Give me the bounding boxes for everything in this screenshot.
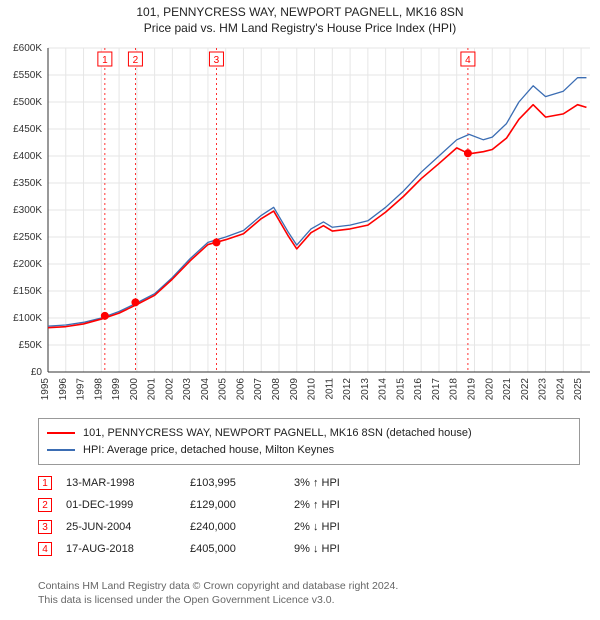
- svg-text:1999: 1999: [111, 378, 122, 401]
- event-price: £129,000: [190, 499, 280, 511]
- chart-title: 101, PENNYCRESS WAY, NEWPORT PAGNELL, MK…: [0, 4, 600, 36]
- svg-text:2012: 2012: [342, 378, 353, 401]
- event-price: £103,995: [190, 477, 280, 489]
- event-date: 01-DEC-1999: [66, 499, 176, 511]
- svg-text:2009: 2009: [289, 378, 300, 401]
- svg-text:2022: 2022: [520, 378, 531, 401]
- legend: 101, PENNYCRESS WAY, NEWPORT PAGNELL, MK…: [38, 418, 580, 465]
- event-diff: 3% ↑ HPI: [294, 477, 340, 489]
- svg-text:2007: 2007: [253, 378, 264, 401]
- svg-text:2000: 2000: [129, 378, 140, 401]
- svg-text:1998: 1998: [93, 378, 104, 401]
- legend-row-hpi: HPI: Average price, detached house, Milt…: [47, 442, 571, 459]
- svg-text:£600K: £600K: [13, 43, 42, 54]
- event-diff: 2% ↑ HPI: [294, 499, 340, 511]
- legend-swatch: [47, 449, 75, 451]
- event-date: 25-JUN-2004: [66, 521, 176, 533]
- event-row: 2 01-DEC-1999 £129,000 2% ↑ HPI: [38, 494, 562, 516]
- event-row: 3 25-JUN-2004 £240,000 2% ↓ HPI: [38, 516, 562, 538]
- legend-row-price-paid: 101, PENNYCRESS WAY, NEWPORT PAGNELL, MK…: [47, 425, 571, 442]
- svg-text:2005: 2005: [218, 378, 229, 401]
- svg-text:2001: 2001: [147, 378, 158, 401]
- event-price: £405,000: [190, 543, 280, 555]
- svg-text:£200K: £200K: [13, 259, 42, 270]
- svg-text:2018: 2018: [449, 378, 460, 401]
- svg-text:£50K: £50K: [19, 340, 43, 351]
- svg-text:2002: 2002: [164, 378, 175, 401]
- svg-text:2024: 2024: [555, 378, 566, 401]
- legend-swatch: [47, 432, 75, 434]
- svg-text:2016: 2016: [413, 378, 424, 401]
- event-row: 4 17-AUG-2018 £405,000 9% ↓ HPI: [38, 538, 562, 560]
- svg-text:2004: 2004: [200, 378, 211, 401]
- price-chart: £0 £50K £100K £150K £200K £250K £300K £350K £400…: [0, 42, 600, 412]
- svg-text:2008: 2008: [271, 378, 282, 401]
- svg-text:£100K: £100K: [13, 313, 42, 324]
- title-sub: Price paid vs. HM Land Registry's House …: [0, 20, 600, 36]
- event-price: £240,000: [190, 521, 280, 533]
- legend-label: HPI: Average price, detached house, Milt…: [83, 442, 334, 459]
- event-index-box: 4: [38, 542, 52, 556]
- footer-attribution: Contains HM Land Registry data © Crown c…: [38, 579, 562, 608]
- svg-text:2019: 2019: [466, 378, 477, 401]
- event-table: 1 13-MAR-1998 £103,995 3% ↑ HPI 2 01-DEC-1999…: [38, 472, 562, 560]
- svg-text:£450K: £450K: [13, 124, 42, 135]
- svg-text:1996: 1996: [58, 378, 69, 401]
- svg-text:2025: 2025: [573, 378, 584, 401]
- svg-text:2017: 2017: [431, 378, 442, 401]
- svg-text:1997: 1997: [76, 378, 87, 401]
- svg-text:2010: 2010: [307, 378, 318, 401]
- svg-text:2020: 2020: [484, 378, 495, 401]
- svg-text:2013: 2013: [360, 378, 371, 401]
- event-row: 1 13-MAR-1998 £103,995 3% ↑ HPI: [38, 472, 562, 494]
- svg-text:£400K: £400K: [13, 151, 42, 162]
- event-index-box: 2: [38, 498, 52, 512]
- event-diff: 2% ↓ HPI: [294, 521, 340, 533]
- event-date: 13-MAR-1998: [66, 477, 176, 489]
- svg-text:£300K: £300K: [13, 205, 42, 216]
- event-index-box: 1: [38, 476, 52, 490]
- title-main: 101, PENNYCRESS WAY, NEWPORT PAGNELL, MK…: [0, 4, 600, 20]
- footer-line: This data is licensed under the Open Gov…: [38, 593, 562, 608]
- svg-text:£150K: £150K: [13, 286, 42, 297]
- svg-text:£0: £0: [31, 367, 43, 378]
- svg-text:2: 2: [133, 55, 139, 66]
- event-diff: 9% ↓ HPI: [294, 543, 340, 555]
- svg-text:2006: 2006: [235, 378, 246, 401]
- svg-text:£350K: £350K: [13, 178, 42, 189]
- svg-text:1995: 1995: [40, 378, 51, 401]
- event-date: 17-AUG-2018: [66, 543, 176, 555]
- event-index-box: 3: [38, 520, 52, 534]
- legend-label: 101, PENNYCRESS WAY, NEWPORT PAGNELL, MK…: [83, 425, 472, 442]
- svg-text:3: 3: [214, 55, 220, 66]
- svg-text:2015: 2015: [395, 378, 406, 401]
- svg-text:4: 4: [465, 55, 471, 66]
- svg-text:£250K: £250K: [13, 232, 42, 243]
- svg-text:1: 1: [102, 55, 108, 66]
- svg-text:2003: 2003: [182, 378, 193, 401]
- svg-text:2023: 2023: [538, 378, 549, 401]
- footer-line: Contains HM Land Registry data © Crown c…: [38, 579, 562, 594]
- svg-text:£550K: £550K: [13, 70, 42, 81]
- svg-text:2014: 2014: [378, 378, 389, 401]
- svg-text:2021: 2021: [502, 378, 513, 401]
- svg-text:£500K: £500K: [13, 97, 42, 108]
- svg-text:2011: 2011: [324, 378, 335, 400]
